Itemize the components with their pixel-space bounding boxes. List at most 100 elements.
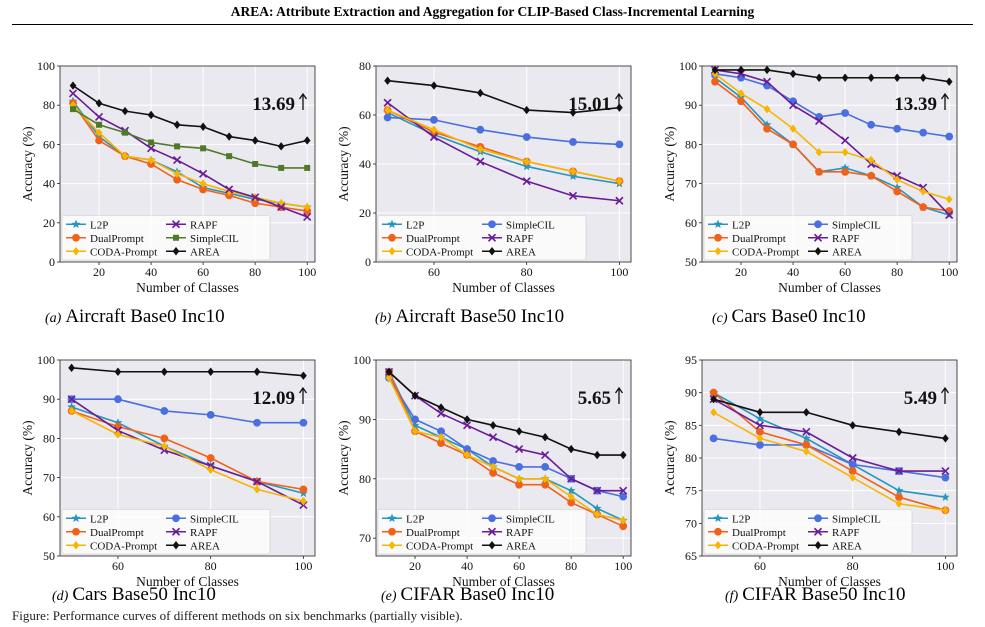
chart-a: 0 20 40 60 80 100 20 40 60 80 100 Number of Classes… [20,59,316,295]
series-line-area [715,69,950,83]
x-axis-label: Number of Classes [136,280,239,295]
legend-label: DualPrompt [732,233,786,245]
data-point-simplecil [304,164,311,171]
data-point-dualprompt [299,485,308,494]
title-rule [12,24,973,25]
legend-label: L2P [732,219,750,231]
subfigure-title: Cars Base50 Inc10 [72,584,216,605]
data-point-rapf [67,395,76,404]
data-point-rapf [94,112,104,122]
x-axis-label: Number of Classes [778,574,881,589]
series-line-rapf [387,102,620,202]
axes-frame [59,65,316,263]
data-point-area [303,136,311,145]
data-point-simplecil [709,434,718,443]
series-line-simplecil [713,437,946,479]
legend-marker [387,219,397,228]
legend-item-area: AREA [808,246,862,258]
y-tick-label: 70 [685,177,697,191]
x-tick-label: 80 [847,559,859,573]
data-point-l2p [892,182,902,192]
x-axis-label: Number of Classes [136,574,239,589]
data-point-simplecil [278,164,285,171]
legend-label: L2P [90,219,108,231]
data-point-simplecil [848,460,857,469]
legend-item-dualprompt: DualPrompt [66,527,144,539]
subfigure-caption: (e) CIFAR Base0 Inc10 [381,584,554,606]
axes-frame [375,359,632,557]
legend-item-simplecil: SimpleCIL [808,513,881,525]
data-point-rapf [619,486,628,495]
series-rapf [383,98,624,205]
legend-label: AREA [832,246,862,258]
chart-e: 70 80 90 100 20 40 60 80 100 Number of Classes Acc… [336,353,632,589]
legend-marker [713,513,723,522]
data-point-coda-prompt [385,373,393,383]
legend-marker [72,233,80,242]
data-point-dualprompt [841,167,850,176]
data-point-coda-prompt [173,169,181,178]
data-point-coda-prompt [253,485,261,494]
subfigure-label: (b) [375,311,392,326]
legend-label: CODA-Prompt [732,246,799,258]
x-tick-label: 20 [93,265,105,279]
legend-marker [72,247,80,256]
legend-item-simplecil: SimpleCIL [166,513,239,525]
data-point-rapf [225,185,234,194]
legend-marker [814,541,822,550]
legend-marker [173,234,179,241]
data-point-dualprompt [711,77,719,86]
data-point-simplecil [941,473,950,482]
data-point-rapf [303,212,312,221]
data-point-coda-prompt [476,145,484,154]
legend-marker [71,219,81,228]
data-point-coda-prompt [95,128,103,137]
data-point-rapf [277,203,286,212]
legend-marker [714,247,722,256]
legend-marker [388,541,396,550]
legend-marker [488,541,496,550]
legend-item-l2p: L2P [66,219,108,231]
subfigure-label: (a) [45,311,62,326]
data-point-l2p [522,161,532,171]
x-tick-label: 100 [936,559,954,573]
y-tick-label: 0 [49,255,55,269]
y-tick-label: 70 [43,471,55,485]
x-tick-label: 100 [610,265,628,279]
legend: L2P SimpleCIL DualPrompt RAPF CODA-Prompt ARE… [703,509,913,555]
y-tick-label: 60 [685,216,697,230]
data-point-dualprompt [160,434,169,443]
up-arrow-icon [940,92,950,110]
legend-marker [488,514,496,523]
data-point-l2p [592,503,602,513]
series-area [68,363,307,380]
data-point-area [207,367,215,376]
series-line-area [72,84,308,148]
data-point-area [942,434,949,443]
legend-label: SimpleCIL [190,513,239,525]
y-tick-label: 80 [43,98,55,112]
data-point-rapf [615,196,624,205]
data-point-rapf [252,477,262,486]
legend-marker [713,219,723,228]
legend-label: CODA-Prompt [90,540,157,552]
data-point-area [173,120,181,129]
data-point-simplecil [174,143,181,150]
legend: L2P RAPF DualPrompt SimpleCIL CODA-Prompt ARE… [61,215,271,261]
data-point-coda-prompt [489,462,497,472]
legend-item-rapf: RAPF [482,527,534,539]
data-point-dualprompt [206,454,215,462]
data-point-coda-prompt [411,427,419,436]
data-point-simplecil [919,128,928,137]
data-point-coda-prompt [616,176,623,186]
data-point-area [711,65,719,75]
data-point-coda-prompt [737,89,745,98]
up-arrow-icon [298,92,308,110]
x-tick-label: 100 [940,265,958,279]
legend-label: AREA [832,540,862,552]
series-line-dualprompt [71,410,304,491]
data-point-coda-prompt [199,179,207,188]
data-point-area [385,367,393,377]
data-point-coda-prompt [945,195,953,204]
data-point-simplecil [206,410,215,419]
